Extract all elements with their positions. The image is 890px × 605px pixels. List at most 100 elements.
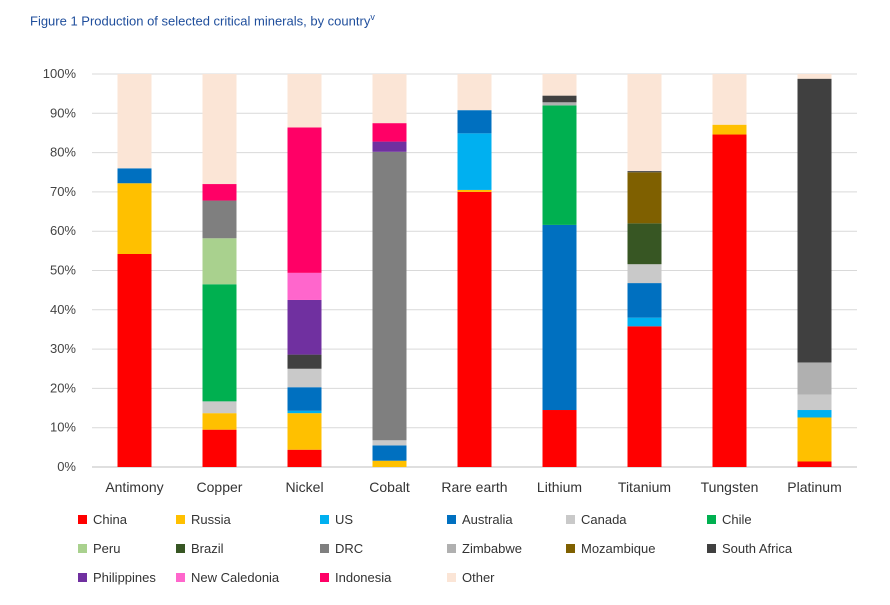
legend-swatch xyxy=(176,515,185,524)
bar-segment xyxy=(287,299,322,355)
bar-segment xyxy=(627,171,662,173)
y-tick-label: 30% xyxy=(50,341,76,356)
bar-segment xyxy=(542,95,577,103)
legend-label: Chile xyxy=(722,512,752,527)
bar-segment xyxy=(457,191,492,467)
bar-segment xyxy=(797,74,832,79)
bar-segment xyxy=(457,74,492,111)
x-tick-label: Lithium xyxy=(537,479,582,495)
legend-item: China xyxy=(78,512,128,527)
legend-item: Other xyxy=(447,570,495,585)
bar-segment xyxy=(712,134,747,467)
legend-item: Australia xyxy=(447,512,513,527)
bar-segment xyxy=(117,253,152,467)
legend-swatch xyxy=(176,573,185,582)
bar-segment xyxy=(287,387,322,411)
legend-swatch xyxy=(707,515,716,524)
figure-title: Figure 1 Production of selected critical… xyxy=(30,12,375,28)
legend-item: Brazil xyxy=(176,541,224,556)
bar-segment xyxy=(287,449,322,467)
bar-segment xyxy=(627,74,662,172)
bar-stack-platinum xyxy=(797,74,832,467)
legend-item: Zimbabwe xyxy=(447,541,522,556)
bar-segment xyxy=(372,123,407,142)
bar-segment xyxy=(627,283,662,318)
bar-segment xyxy=(797,461,832,467)
bar-segment xyxy=(372,141,407,152)
legend-label: Mozambique xyxy=(581,541,655,556)
y-axis: 0% 10% 20% 30% 40% 50% 60% 70% 80% 90% 100% xyxy=(43,66,77,474)
bar-segment xyxy=(797,410,832,418)
legend-swatch xyxy=(78,544,87,553)
y-tick-label: 100% xyxy=(43,66,77,81)
bar-segment xyxy=(117,168,152,184)
legend-swatch xyxy=(447,573,456,582)
bar-stack-copper xyxy=(202,74,237,467)
legend-item: Peru xyxy=(78,541,120,556)
legend-item: Canada xyxy=(566,512,627,527)
bar-stack-cobalt xyxy=(372,74,407,467)
bar-segment xyxy=(287,127,322,273)
bar-segment xyxy=(542,102,577,106)
bar-segment xyxy=(457,189,492,192)
bar-segment xyxy=(287,368,322,388)
legend-label: Brazil xyxy=(191,541,224,556)
legend-item: US xyxy=(320,512,353,527)
bar-segment xyxy=(202,284,237,402)
bar-segment xyxy=(627,317,662,327)
bar-segment xyxy=(712,124,747,135)
bar-segment xyxy=(287,413,322,450)
bar-stack-lithium xyxy=(542,74,577,467)
legend-item: New Caledonia xyxy=(176,570,280,585)
bar-segment xyxy=(627,223,662,265)
bar-segment xyxy=(287,74,322,128)
legend-label: New Caledonia xyxy=(191,570,280,585)
legend-swatch xyxy=(320,573,329,582)
y-tick-label: 70% xyxy=(50,184,76,199)
legend-label: Canada xyxy=(581,512,627,527)
bar-stack-nickel xyxy=(287,74,322,467)
legend-swatch xyxy=(447,515,456,524)
x-tick-label: Rare earth xyxy=(441,479,507,495)
y-tick-label: 20% xyxy=(50,380,76,395)
legend-label: Russia xyxy=(191,512,232,527)
bar-segment xyxy=(202,184,237,201)
legend-swatch xyxy=(176,544,185,553)
bar-segment xyxy=(202,238,237,285)
y-tick-label: 40% xyxy=(50,302,76,317)
bar-segment xyxy=(202,74,237,185)
bar-segment xyxy=(627,264,662,284)
bar-segment xyxy=(797,78,832,363)
bar-stack-antimony xyxy=(117,74,152,467)
bar-stack-tungsten xyxy=(712,74,747,467)
legend-swatch xyxy=(566,544,575,553)
figure-title-text: Figure 1 Production of selected critical… xyxy=(30,13,371,29)
figure-title-superscript: v xyxy=(370,12,375,22)
legend-swatch xyxy=(566,515,575,524)
legend-swatch xyxy=(78,515,87,524)
bar-segment xyxy=(372,440,407,446)
y-tick-label: 10% xyxy=(50,420,76,435)
legend-item: Indonesia xyxy=(320,570,392,585)
legend-swatch xyxy=(707,544,716,553)
bar-segment xyxy=(287,410,322,414)
y-tick-label: 50% xyxy=(50,263,76,278)
bar-segment xyxy=(372,151,407,441)
bar-segment xyxy=(202,413,237,430)
x-tick-label: Nickel xyxy=(285,479,323,495)
legend-label: Other xyxy=(462,570,495,585)
legend-item: South Africa xyxy=(707,541,793,556)
bar-segment xyxy=(797,362,832,395)
bar-segment xyxy=(457,133,492,190)
bar-segment xyxy=(797,394,832,411)
bar-segment xyxy=(287,354,322,369)
legend-swatch xyxy=(320,544,329,553)
bar-segment xyxy=(202,200,237,239)
x-tick-label: Copper xyxy=(197,479,243,495)
legend-swatch xyxy=(447,544,456,553)
bar-segment xyxy=(712,74,747,125)
legend-label: Zimbabwe xyxy=(462,541,522,556)
bar-segment xyxy=(542,74,577,96)
bar-segment xyxy=(372,460,407,467)
